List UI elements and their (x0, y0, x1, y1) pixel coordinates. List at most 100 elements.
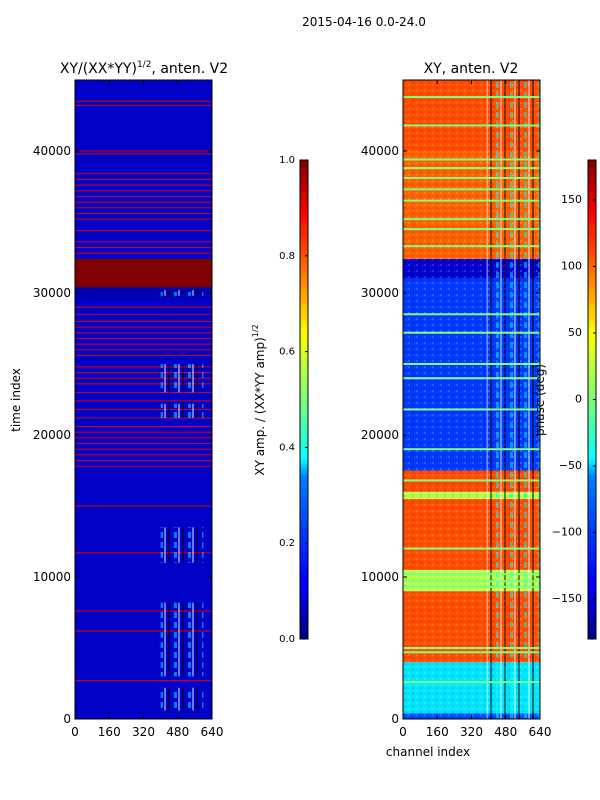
heatmap-flag-line (75, 391, 212, 393)
colorbar-tick-label: −150 (552, 592, 582, 605)
panel2-heatmap (403, 80, 540, 719)
heatmap-flag-line (75, 408, 212, 410)
y-tick-label: 20000 (361, 428, 399, 442)
heatmap-flag-line (75, 207, 212, 209)
y-tick-label: 10000 (361, 570, 399, 584)
heatmap-flag-line (75, 354, 212, 356)
heatmap-flag-line (75, 366, 212, 368)
heatmap-flag-line (75, 349, 212, 351)
heatmap-signal-region (160, 290, 204, 296)
x-tick-label: 320 (460, 725, 483, 739)
heatmap-flag-line (75, 425, 212, 427)
heatmap-flag-line (75, 218, 212, 220)
heatmap-flag-line (403, 377, 540, 380)
heatmap-signal-region (486, 80, 540, 719)
panel-amplitude: XY/(XX*YY)1/2, anten. V2 0 160 320 480 640 0 1… (9, 60, 228, 739)
heatmap-flag-line (75, 100, 212, 102)
colorbar-tick-label: 150 (561, 193, 582, 206)
heatmap-signal-region (160, 527, 204, 563)
colorbar-phase: −150 −100 −50 0 50 100 150 phase (deg) (533, 159, 597, 640)
colorbar-tick-label: 100 (561, 259, 582, 272)
heatmap-flag-line (75, 212, 212, 214)
heatmap-band (75, 287, 212, 299)
heatmap-flag-line (403, 199, 540, 202)
heatmap-flag-line (403, 585, 540, 588)
heatmap-flag-line (403, 218, 540, 221)
heatmap-flag-line (403, 331, 540, 334)
heatmap-flag-line (75, 326, 212, 328)
heatmap-flag-line (75, 195, 212, 197)
panel2-axes: 0 160 320 480 640 0 10000 20000 30000 40000 (361, 80, 552, 739)
heatmap-flag-line (75, 173, 212, 175)
heatmap-flag-line (75, 448, 212, 450)
heatmap-flag-line (75, 383, 212, 385)
heatmap-flag-line (403, 313, 540, 316)
heatmap-flag-line (403, 408, 540, 411)
heatmap-flag-line (75, 431, 212, 433)
heatmap-flag-line (403, 158, 540, 161)
y-tick-label: 40000 (33, 144, 71, 158)
heatmap-flag-line (75, 437, 212, 439)
heatmap-flag-line (403, 547, 540, 550)
colorbar-tick-label: 0.2 (279, 538, 295, 549)
x-tick-label: 160 (426, 725, 449, 739)
heatmap-flag-line (75, 400, 212, 402)
heatmap-flag-line (403, 124, 540, 127)
heatmap-flag-line (403, 651, 540, 654)
heatmap-flag-line (75, 306, 212, 308)
colorbar2-ticks: −150 −100 −50 0 50 100 150 (552, 193, 596, 605)
panel1-title: XY/(XX*YY)1/2, anten. V2 (60, 60, 228, 77)
heatmap-flag-line (75, 630, 212, 632)
panel-phase: XY, anten. V2 0 160 320 480 640 0 10000 20000 30… (361, 61, 552, 759)
colorbar-tick-label: 0.8 (279, 251, 295, 262)
heatmap-flag-line (75, 337, 212, 339)
colorbar1-gradient (299, 159, 309, 640)
heatmap-flag-line (75, 680, 212, 682)
heatmap-flag-line (403, 647, 540, 649)
heatmap-flag-line (403, 188, 540, 191)
colorbar-tick-label: 0.6 (279, 347, 295, 358)
heatmap-flag-line (75, 201, 212, 203)
panel1-ylabel: time index (9, 368, 23, 432)
heatmap-flag-line (403, 176, 540, 179)
heatmap-signal-region (160, 687, 204, 711)
colorbar-tick-label: 0.4 (279, 442, 295, 453)
heatmap-flag-line (75, 190, 212, 192)
panel1-axes: 0 160 320 480 640 0 10000 20000 30000 40000 (33, 80, 223, 739)
x-tick-label: 320 (132, 725, 155, 739)
heatmap-flag-line (75, 417, 212, 419)
colorbar-tick-label: 0.0 (279, 634, 295, 645)
heatmap-flag-line (75, 313, 212, 315)
heatmap-flag-line (403, 245, 540, 248)
heatmap-flag-line (403, 573, 540, 576)
x-tick-label: 0 (71, 725, 79, 739)
heatmap-flag-line (75, 230, 212, 232)
heatmap-flag-line (75, 153, 212, 155)
y-tick-label: 20000 (33, 428, 71, 442)
heatmap-flag-line (75, 150, 212, 152)
heatmap-flag-line (403, 228, 540, 231)
heatmap-flag-line (75, 443, 212, 445)
y-tick-label: 30000 (361, 286, 399, 300)
colorbar2-label: phase (deg) (533, 364, 547, 436)
x-tick-label: 480 (494, 725, 517, 739)
heatmap-flag-line (403, 363, 540, 365)
panel1-heatmap (75, 80, 212, 719)
x-tick-label: 160 (98, 725, 121, 739)
heatmap-flag-line (75, 610, 212, 612)
heatmap-flag-line (75, 247, 212, 249)
panel2-xlabel: channel index (386, 745, 470, 759)
figure-suptitle: 2015-04-16 0.0-24.0 (302, 15, 426, 29)
heatmap-flag-line (75, 454, 212, 456)
heatmap-flag-line (75, 184, 212, 186)
heatmap-flag-line (403, 681, 540, 684)
colorbar-tick-label: −50 (559, 459, 582, 472)
heatmap-flag-line (75, 465, 212, 467)
colorbar-tick-label: 1.0 (279, 155, 295, 166)
heatmap-signal-region (160, 602, 204, 677)
x-tick-label: 640 (529, 725, 552, 739)
panel2-title: XY, anten. V2 (424, 61, 519, 77)
heatmap-flag-line (75, 178, 212, 180)
heatmap-flag-line (75, 552, 212, 554)
x-tick-label: 480 (166, 725, 189, 739)
